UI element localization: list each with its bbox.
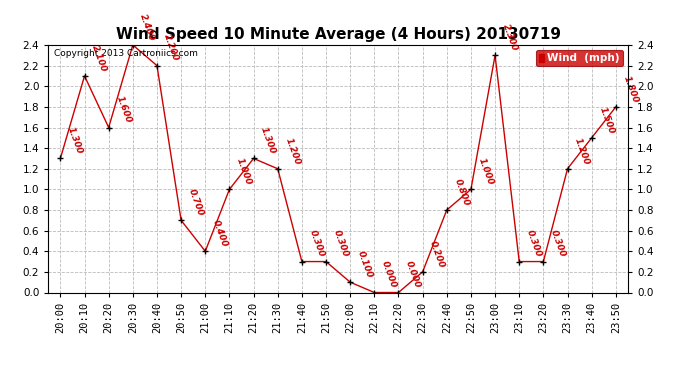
Text: 1.300: 1.300	[66, 126, 84, 156]
Text: 0.100: 0.100	[356, 250, 374, 279]
Text: 0.300: 0.300	[332, 229, 350, 259]
Text: Copyright 2013 Cartroniics.com: Copyright 2013 Cartroniics.com	[54, 49, 198, 58]
Text: 1.600: 1.600	[115, 95, 132, 125]
Text: 0.000: 0.000	[404, 260, 422, 290]
Text: 1.500: 1.500	[598, 105, 615, 135]
Text: 0.300: 0.300	[549, 229, 567, 259]
Text: 0.400: 0.400	[211, 219, 229, 249]
Text: 2.300: 2.300	[501, 23, 519, 53]
Legend: Wind  (mph): Wind (mph)	[535, 50, 622, 66]
Text: 1.000: 1.000	[235, 157, 253, 187]
Text: 1.200: 1.200	[573, 136, 591, 166]
Text: 1.300: 1.300	[259, 126, 277, 156]
Text: 1.200: 1.200	[284, 136, 302, 166]
Text: 0.300: 0.300	[525, 229, 543, 259]
Title: Wind Speed 10 Minute Average (4 Hours) 20130719: Wind Speed 10 Minute Average (4 Hours) 2…	[116, 27, 560, 42]
Text: 1.800: 1.800	[622, 74, 640, 104]
Text: 1.000: 1.000	[477, 157, 495, 187]
Text: 0.800: 0.800	[453, 177, 471, 207]
Text: 2.200: 2.200	[163, 33, 181, 63]
Text: 0.000: 0.000	[380, 260, 398, 290]
Text: 2.100: 2.100	[90, 44, 108, 73]
Text: 0.200: 0.200	[428, 239, 446, 269]
Text: 2.400: 2.400	[139, 12, 157, 42]
Text: 0.300: 0.300	[308, 229, 326, 259]
Text: 0.700: 0.700	[187, 188, 205, 218]
